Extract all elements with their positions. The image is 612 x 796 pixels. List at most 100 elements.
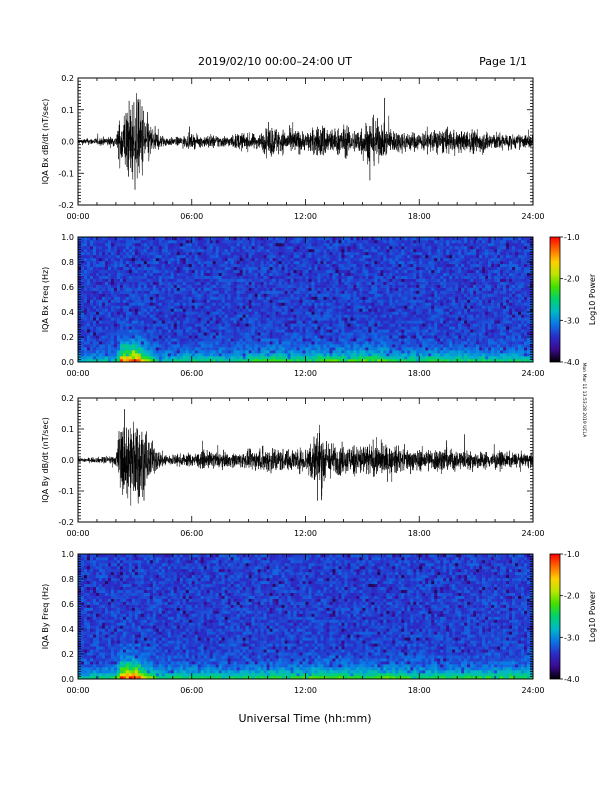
heatmap-cell: [138, 308, 141, 311]
heatmap-cell: [225, 297, 228, 300]
heatmap-cell: [273, 252, 276, 255]
heatmap-cell: [359, 279, 362, 282]
heatmap-cell: [291, 347, 294, 350]
heatmap-cell: [171, 341, 174, 344]
heatmap-cell: [356, 311, 359, 314]
heatmap-cell: [314, 335, 317, 338]
heatmap-cell: [240, 353, 243, 356]
heatmap-cell: [323, 302, 326, 305]
heatmap-cell: [84, 338, 87, 341]
heatmap-cell: [213, 311, 216, 314]
heatmap-cell: [243, 291, 246, 294]
heatmap-cell: [123, 308, 126, 311]
heatmap-cell: [192, 243, 195, 246]
heatmap-cell: [234, 338, 237, 341]
heatmap-cell: [186, 350, 189, 353]
heatmap-cell: [252, 276, 255, 279]
heatmap-cell: [279, 288, 282, 291]
heatmap-cell: [99, 308, 102, 311]
heatmap-cell: [285, 308, 288, 311]
heatmap-cell: [177, 288, 180, 291]
heatmap-cell: [216, 317, 219, 320]
heatmap-cell: [356, 282, 359, 285]
heatmap-cell: [138, 291, 141, 294]
heatmap-cell: [311, 285, 314, 288]
heatmap-cell: [183, 285, 186, 288]
heatmap-cell: [186, 255, 189, 258]
heatmap-cell: [326, 317, 329, 320]
heatmap-cell: [141, 320, 144, 323]
heatmap-cell: [201, 344, 204, 347]
heatmap-cell: [362, 294, 365, 297]
heatmap-cell: [141, 311, 144, 314]
heatmap-cell: [237, 294, 240, 297]
heatmap-cell: [300, 323, 303, 326]
heatmap-cell: [207, 344, 210, 347]
heatmap-cell: [210, 243, 213, 246]
heatmap-cell: [288, 305, 291, 308]
heatmap-cell: [207, 311, 210, 314]
heatmap-cell: [174, 332, 177, 335]
heatmap-cell: [407, 255, 410, 258]
heatmap-cell: [105, 335, 108, 338]
heatmap-cell: [371, 255, 374, 258]
heatmap-cell: [141, 267, 144, 270]
heatmap-cell: [311, 353, 314, 356]
heatmap-cell: [338, 243, 341, 246]
heatmap-cell: [231, 356, 234, 359]
heatmap-cell: [419, 246, 422, 249]
heatmap-cell: [102, 335, 105, 338]
heatmap-cell: [350, 356, 353, 359]
heatmap-cell: [285, 240, 288, 243]
heatmap-cell: [252, 320, 255, 323]
heatmap-cell: [99, 276, 102, 279]
heatmap-cell: [231, 261, 234, 264]
heatmap-cell: [285, 249, 288, 252]
heatmap-cell: [159, 320, 162, 323]
heatmap-cell: [273, 300, 276, 303]
heatmap-cell: [407, 338, 410, 341]
heatmap-cell: [365, 240, 368, 243]
heatmap-cell: [320, 335, 323, 338]
heatmap-cell: [398, 267, 401, 270]
heatmap-cell: [141, 338, 144, 341]
heatmap-cell: [389, 297, 392, 300]
heatmap-cell: [377, 264, 380, 267]
heatmap-cell: [168, 308, 171, 311]
heatmap-cell: [114, 252, 117, 255]
heatmap-cell: [320, 252, 323, 255]
heatmap-cell: [99, 267, 102, 270]
heatmap-cell: [207, 338, 210, 341]
heatmap-cell: [314, 356, 317, 359]
heatmap-cell: [84, 246, 87, 249]
heatmap-cell: [291, 323, 294, 326]
heatmap-cell: [138, 249, 141, 252]
heatmap-cell: [294, 350, 297, 353]
heatmap-cell: [285, 311, 288, 314]
heatmap-cell: [419, 353, 422, 356]
heatmap-cell: [189, 249, 192, 252]
heatmap-cell: [249, 285, 252, 288]
heatmap-cell: [270, 282, 273, 285]
heatmap-cell: [249, 323, 252, 326]
heatmap-cell: [308, 291, 311, 294]
heatmap-cell: [228, 252, 231, 255]
heatmap-cell: [129, 335, 132, 338]
heatmap-cell: [365, 311, 368, 314]
heatmap-cell: [368, 246, 371, 249]
heatmap-cell: [317, 240, 320, 243]
heatmap-cell: [81, 270, 84, 273]
heatmap-cell: [162, 300, 165, 303]
heatmap-cell: [380, 347, 383, 350]
heatmap-cell: [267, 252, 270, 255]
heatmap-cell: [329, 302, 332, 305]
heatmap-cell: [353, 320, 356, 323]
heatmap-cell: [207, 252, 210, 255]
heatmap-cell: [126, 311, 129, 314]
heatmap-cell: [422, 347, 425, 350]
heatmap-cell: [162, 305, 165, 308]
heatmap-cell: [347, 273, 350, 276]
heatmap-cell: [413, 350, 416, 353]
heatmap-cell: [282, 332, 285, 335]
heatmap-cell: [308, 317, 311, 320]
